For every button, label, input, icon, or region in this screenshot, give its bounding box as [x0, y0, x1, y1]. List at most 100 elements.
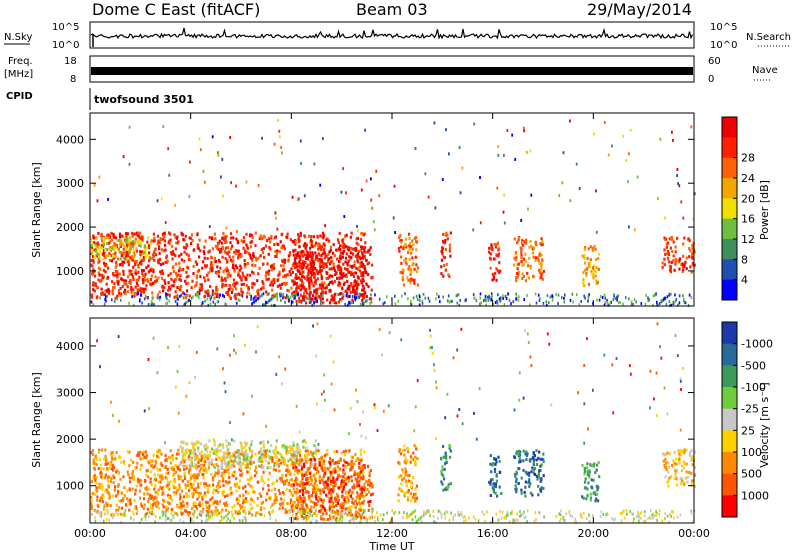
echo-pixel — [531, 251, 534, 255]
echo-pixel — [347, 287, 350, 291]
clutter-pixel — [612, 298, 615, 302]
echo-pixel — [358, 265, 361, 269]
echo-pixel — [368, 471, 371, 475]
clutter-pixel — [435, 297, 437, 301]
echo-pixel — [306, 490, 309, 493]
echo-pixel — [409, 281, 412, 285]
clutter-pixel — [184, 302, 186, 306]
sparse-pixel — [342, 167, 344, 171]
echo-pixel — [124, 232, 128, 236]
echo-pixel — [299, 258, 302, 261]
echo-pixel — [583, 268, 586, 272]
echo-pixel — [356, 258, 359, 262]
echo-pixel — [189, 449, 192, 453]
echo-pixel — [404, 467, 407, 471]
echo-pixel — [296, 495, 299, 499]
echo-pixel — [273, 243, 276, 247]
echo-pixel — [237, 256, 240, 260]
echo-pixel — [365, 258, 368, 262]
echo-pixel — [683, 451, 686, 455]
echo-pixel — [241, 291, 244, 295]
echo-pixel — [213, 232, 216, 236]
echo-pixel — [323, 243, 326, 247]
nsearch-label: N.Search — [746, 32, 791, 43]
sparse-pixel — [445, 128, 447, 132]
echo-pixel — [204, 265, 207, 269]
echo-pixel — [198, 501, 201, 505]
echo-pixel — [355, 458, 358, 462]
clutter-pixel — [618, 301, 620, 304]
echo-pixel — [96, 495, 99, 499]
echo-pixel — [665, 252, 669, 256]
echo-pixel — [169, 449, 172, 453]
echo-pixel — [666, 451, 669, 455]
echo-pixel — [186, 289, 189, 293]
echo-pixel — [296, 517, 299, 521]
echo-pixel — [93, 289, 96, 293]
echo-pixel — [242, 236, 245, 240]
echo-pixel — [337, 486, 341, 490]
echo-pixel — [498, 459, 501, 463]
echo-pixel — [143, 258, 146, 262]
echo-pixel — [97, 246, 100, 250]
sparse-pixel — [324, 224, 326, 228]
echo-pixel — [153, 280, 157, 284]
echo-pixel — [533, 454, 536, 458]
echo-region — [581, 244, 601, 288]
echo-pixel — [236, 449, 239, 453]
echo-pixel — [122, 273, 125, 276]
echo-pixel — [92, 273, 95, 276]
echo-pixel — [515, 279, 518, 283]
echo-pixel — [168, 487, 171, 491]
echo-pixel — [97, 271, 100, 275]
echo-pixel — [446, 237, 449, 241]
clutter-pixel — [421, 299, 424, 303]
echo-pixel — [398, 236, 401, 239]
echo-pixel — [665, 245, 668, 249]
echo-pixel — [663, 248, 666, 252]
echo-pixel — [586, 256, 589, 260]
echo-pixel — [331, 470, 335, 474]
echo-pixel — [111, 292, 114, 296]
sparse-pixel — [433, 121, 436, 125]
echo-pixel — [116, 492, 119, 496]
sparse-pixel — [164, 221, 167, 224]
echo-pixel — [248, 446, 251, 450]
echo-pixel — [180, 440, 183, 444]
clutter-pixel — [587, 297, 590, 301]
echo-pixel — [278, 283, 281, 287]
echo-pixel — [440, 472, 443, 476]
echo-pixel — [254, 469, 257, 473]
clutter-pixel — [672, 300, 675, 304]
echo-pixel — [290, 445, 293, 449]
echo-pixel — [185, 282, 188, 286]
echo-pixel — [215, 513, 218, 517]
clutter-pixel — [276, 295, 279, 299]
echo-pixel — [491, 272, 494, 276]
echo-pixel — [333, 479, 337, 483]
echo-pixel — [334, 498, 337, 501]
echo-pixel — [305, 255, 309, 259]
echo-pixel — [594, 499, 597, 503]
echo-pixel — [308, 482, 311, 486]
echo-pixel — [128, 250, 131, 254]
echo-pixel — [299, 507, 302, 511]
echo-pixel — [587, 282, 591, 286]
echo-pixel — [303, 509, 306, 513]
echo-pixel — [231, 463, 235, 467]
echo-pixel — [311, 459, 314, 463]
echo-pixel — [128, 498, 132, 502]
clutter-pixel — [192, 295, 194, 299]
echo-pixel — [219, 266, 222, 270]
echo-pixel — [321, 468, 324, 472]
echo-pixel — [129, 502, 132, 506]
echo-pixel — [351, 264, 354, 268]
echo-pixel — [664, 238, 667, 242]
echo-pixel — [140, 250, 144, 254]
echo-pixel — [149, 278, 152, 281]
echo-pixel — [287, 451, 290, 454]
echo-pixel — [122, 475, 125, 479]
echo-pixel — [366, 487, 369, 491]
echo-pixel — [120, 251, 123, 255]
echo-pixel — [159, 485, 162, 489]
